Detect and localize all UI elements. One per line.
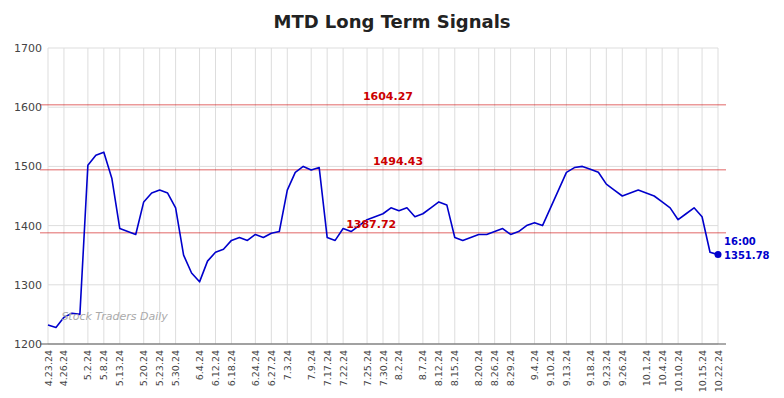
x-grid-line xyxy=(119,48,120,344)
x-tick-label: 7.3.24 xyxy=(282,350,293,380)
endpoint-dot xyxy=(715,251,722,258)
x-grid-line xyxy=(702,48,703,344)
x-tick-label: 4.26.24 xyxy=(58,350,69,386)
x-grid-line xyxy=(343,48,344,344)
x-tick-label: 8.7.24 xyxy=(417,350,428,380)
y-tick-label: 1600 xyxy=(14,101,42,114)
y-tick-label: 1700 xyxy=(14,42,42,55)
signal-label: 1387.72 xyxy=(346,218,396,231)
x-grid-line xyxy=(494,48,495,344)
x-tick-label: 6.12.24 xyxy=(210,350,221,386)
x-grid-line xyxy=(606,48,607,344)
x-tick-label: 9.23.24 xyxy=(601,350,612,386)
x-tick-label: 5.13.24 xyxy=(114,350,125,386)
x-tick-label: 5.30.24 xyxy=(170,350,181,386)
x-tick-label: 10.10.24 xyxy=(673,350,684,392)
x-grid-line xyxy=(550,48,551,344)
y-tick-label: 1400 xyxy=(14,220,42,233)
x-grid-line xyxy=(662,48,663,344)
x-grid-line xyxy=(678,48,679,344)
x-grid-line xyxy=(255,48,256,344)
x-axis-line xyxy=(40,344,726,345)
x-grid-line xyxy=(590,48,591,344)
x-tick-label: 10.4.24 xyxy=(657,350,668,386)
x-tick-label: 5.23.24 xyxy=(154,350,165,386)
signal-label: 1604.27 xyxy=(363,90,413,103)
x-grid-line xyxy=(48,48,49,344)
x-tick-label: 8.29.24 xyxy=(505,350,516,386)
x-grid-line xyxy=(271,48,272,344)
x-tick-label: 7.22.24 xyxy=(338,350,349,386)
x-grid-line xyxy=(510,48,511,344)
x-grid-line xyxy=(718,48,719,344)
x-tick-label: 6.24.24 xyxy=(250,350,261,386)
x-grid-line xyxy=(231,48,232,344)
x-grid-line xyxy=(215,48,216,344)
signal-line xyxy=(40,232,726,234)
watermark: Stock Traders Daily xyxy=(61,310,168,323)
signal-line xyxy=(40,104,726,106)
x-tick-label: 6.4.24 xyxy=(194,350,205,380)
x-grid-line xyxy=(143,48,144,344)
x-grid-line xyxy=(103,48,104,344)
x-grid-line xyxy=(311,48,312,344)
x-grid-line xyxy=(199,48,200,344)
x-tick-label: 9.26.24 xyxy=(617,350,628,386)
x-grid-line xyxy=(87,48,88,344)
x-grid-line xyxy=(422,48,423,344)
x-tick-label: 4.23.24 xyxy=(43,350,54,386)
x-grid-line xyxy=(175,48,176,344)
x-tick-label: 7.17.24 xyxy=(322,350,333,386)
x-tick-label: 5.8.24 xyxy=(98,350,109,380)
endpoint-time: 16:00 xyxy=(724,236,756,247)
y-tick-label: 1300 xyxy=(14,279,42,292)
x-tick-label: 6.18.24 xyxy=(226,350,237,386)
x-tick-label: 5.20.24 xyxy=(138,350,149,386)
x-grid-line xyxy=(159,48,160,344)
x-tick-label: 8.2.24 xyxy=(393,350,404,380)
x-grid-line xyxy=(534,48,535,344)
x-tick-label: 10.22.24 xyxy=(713,350,724,392)
x-tick-label: 8.12.24 xyxy=(433,350,444,386)
x-grid-line xyxy=(63,48,64,344)
x-tick-label: 8.20.24 xyxy=(473,350,484,386)
x-tick-label: 7.30.24 xyxy=(378,350,389,386)
x-grid-line xyxy=(646,48,647,344)
x-tick-label: 9.18.24 xyxy=(585,350,596,386)
y-tick-label: 1500 xyxy=(14,160,42,173)
price-line xyxy=(48,152,718,327)
x-tick-label: 8.15.24 xyxy=(449,350,460,386)
grid xyxy=(48,48,718,344)
x-tick-label: 6.27.24 xyxy=(266,350,277,386)
x-tick-label: 7.9.24 xyxy=(306,350,317,380)
x-grid-line xyxy=(327,48,328,344)
x-tick-label: 10.15.24 xyxy=(697,350,708,392)
x-tick-label: 7.25.24 xyxy=(362,350,373,386)
x-tick-label: 9.13.24 xyxy=(561,350,572,386)
chart: MTD Long Term Signals 1200 1300 1400 1500 160… xyxy=(0,0,784,398)
x-tick-label: 5.2.24 xyxy=(82,350,93,380)
x-grid-line xyxy=(438,48,439,344)
endpoint-value: 1351.78 xyxy=(724,250,770,261)
x-tick-label: 9.4.24 xyxy=(529,350,540,380)
signal-label: 1494.43 xyxy=(373,155,423,168)
y-tick-label: 1200 xyxy=(14,338,42,351)
title: MTD Long Term Signals xyxy=(273,11,510,32)
x-grid-line xyxy=(454,48,455,344)
x-tick-label: 9.10.24 xyxy=(545,350,556,386)
x-grid-line xyxy=(478,48,479,344)
signal-line xyxy=(40,169,726,171)
x-tick-label: 8.26.24 xyxy=(489,350,500,386)
x-grid-line xyxy=(566,48,567,344)
x-tick-label: 10.1.24 xyxy=(641,350,652,386)
plot-area xyxy=(40,105,726,328)
